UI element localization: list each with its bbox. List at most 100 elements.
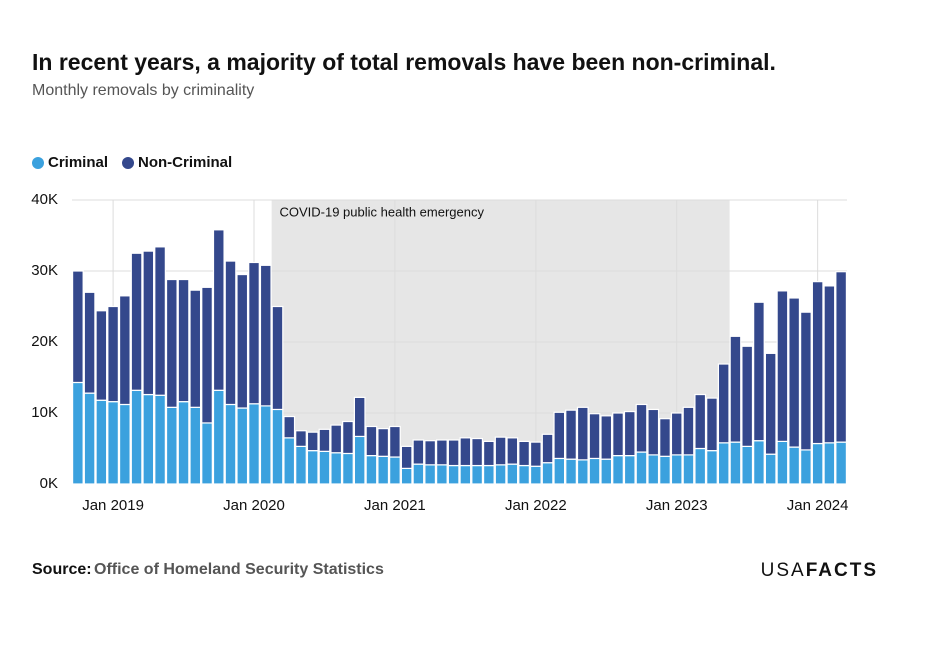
bar-segment <box>659 455 671 485</box>
bar-segment <box>353 435 366 485</box>
bar-segment <box>271 305 284 411</box>
plot-area: COVID-19 public health emergency 0K 10K 20K… <box>31 154 848 514</box>
bar-segment <box>189 406 202 485</box>
bar-segment <box>318 450 331 485</box>
bar-segment <box>248 403 260 485</box>
bar-segment <box>541 462 554 485</box>
x-tick-label: Jan 2019 <box>82 497 144 514</box>
bar-segment <box>588 457 601 485</box>
bar-segment <box>318 428 331 452</box>
bar-segment <box>389 425 401 458</box>
bar-segment <box>623 455 636 485</box>
bar-segment <box>224 260 237 406</box>
bar-segment <box>588 413 601 460</box>
bar-segment <box>201 422 213 485</box>
bar-segment <box>764 453 777 485</box>
bar-segment <box>424 440 437 466</box>
bar-segment <box>412 439 425 465</box>
bar-segment <box>154 246 166 396</box>
bar-segment <box>165 278 178 408</box>
logo: USAFACTS <box>761 560 878 581</box>
bar-segment <box>788 297 801 448</box>
bar-segment <box>529 441 542 467</box>
x-tick-label: Jan 2021 <box>364 497 426 514</box>
bar-segment <box>177 278 190 403</box>
bar-segment <box>447 439 460 467</box>
bar-segment <box>212 389 225 485</box>
legend-label: Criminal <box>48 154 108 171</box>
bar-segment <box>706 450 718 485</box>
bar-segment <box>447 464 460 485</box>
bar-segment <box>482 464 495 485</box>
bar-segment <box>717 363 730 444</box>
bar-segment <box>400 467 413 485</box>
bar-segment <box>717 442 730 485</box>
bar-segment <box>729 335 742 443</box>
bar-segment <box>482 440 495 467</box>
bar-segment <box>236 273 249 409</box>
bar-segment <box>236 407 249 485</box>
bar-segment <box>835 441 848 485</box>
y-tick-label: 30K <box>31 262 58 279</box>
x-tick-label: Jan 2020 <box>223 497 285 514</box>
bar-segment <box>823 285 836 444</box>
bar-segment <box>95 310 108 401</box>
bar-segment <box>154 394 166 485</box>
bar-segment <box>659 418 671 457</box>
bar-segment <box>107 401 119 485</box>
bar-segment <box>494 436 507 466</box>
bar-segment <box>400 445 413 469</box>
bar-segment <box>259 264 272 407</box>
bar-segment <box>330 452 343 485</box>
bar-segment <box>694 393 707 450</box>
bar-segment <box>823 442 836 485</box>
bar-segment <box>342 420 354 455</box>
bar-segment <box>635 451 648 485</box>
bar-segment <box>377 455 390 485</box>
bar-segment <box>576 459 589 485</box>
bar-segment <box>506 437 519 465</box>
bar-segment <box>753 440 765 485</box>
bar-segment <box>118 403 131 485</box>
bar-segment <box>553 457 566 485</box>
source-label: Source: <box>32 561 92 578</box>
bar-segment <box>189 289 202 408</box>
bar-segment <box>107 305 119 403</box>
y-tick-label: 20K <box>31 333 58 350</box>
bar-segment <box>706 397 718 452</box>
bar-segment <box>377 428 390 457</box>
bar-segment <box>95 399 108 485</box>
bar-segment <box>776 290 789 443</box>
bar-segment <box>165 406 178 485</box>
bar-segment <box>800 449 812 485</box>
bar-segment <box>459 464 472 485</box>
bar-segment <box>623 410 636 457</box>
bar-segment <box>835 271 848 443</box>
bar-segment <box>753 301 765 442</box>
bar-segment <box>130 252 143 391</box>
bar-segment <box>83 392 96 485</box>
bar-segment <box>436 439 448 466</box>
bar-segment <box>271 408 284 485</box>
bar-segment <box>71 270 84 384</box>
bar-segment <box>776 440 789 485</box>
bar-segment <box>565 458 577 485</box>
bar-segment <box>811 281 824 445</box>
bar-segment <box>741 445 754 485</box>
bar-segment <box>529 465 542 485</box>
bar-segment <box>353 396 366 438</box>
bar-segment <box>83 291 96 394</box>
bar-segment <box>471 437 483 467</box>
bar-segment <box>389 456 401 485</box>
bar-segment <box>306 450 319 485</box>
bar-segment <box>412 463 425 485</box>
bar-segment <box>365 455 378 485</box>
logo-bold: FACTS <box>806 560 878 581</box>
bar-segment <box>764 352 777 455</box>
bar-segment <box>612 412 624 457</box>
annotation-text: COVID-19 public health emergency <box>279 204 484 219</box>
legend-marker <box>32 157 44 169</box>
bar-segment <box>71 381 84 485</box>
bar-segment <box>365 425 378 457</box>
bar-segment <box>612 455 624 485</box>
